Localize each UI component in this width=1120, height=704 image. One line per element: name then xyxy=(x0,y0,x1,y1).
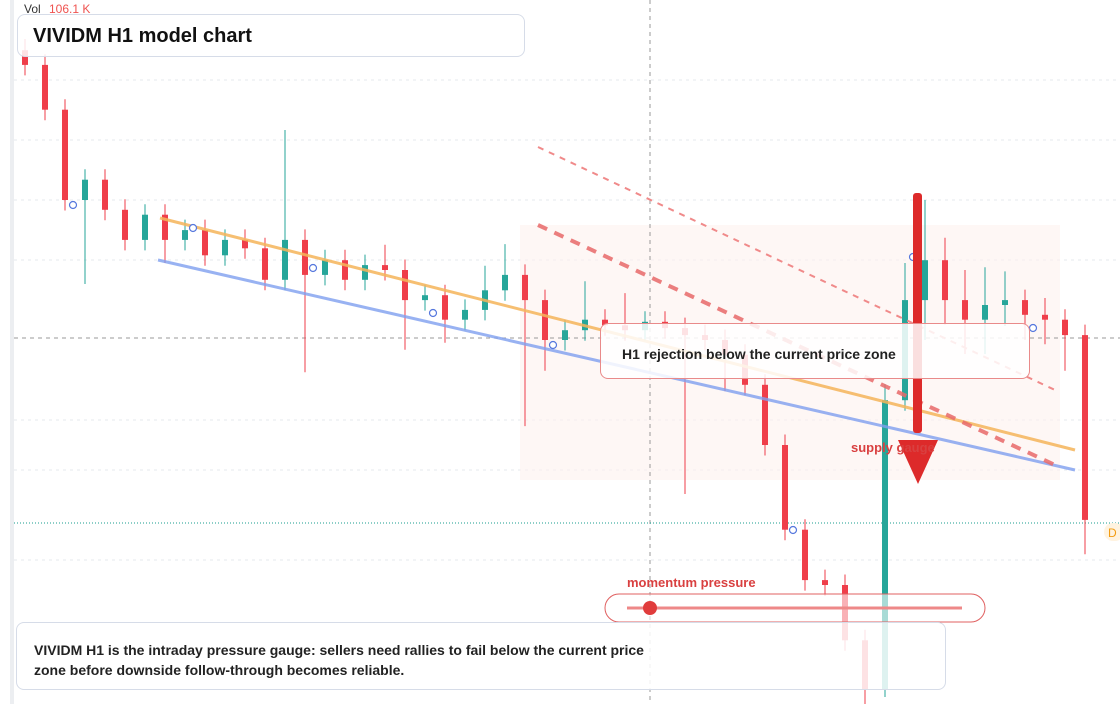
candle-body xyxy=(562,330,568,340)
arrow-head xyxy=(898,440,938,484)
candle-body xyxy=(302,239,308,275)
candle-body xyxy=(522,274,528,301)
note: VIVIDM H1 is the intraday pressure gauge… xyxy=(34,642,644,678)
candle-body xyxy=(442,295,448,320)
badge-label: D xyxy=(1108,526,1117,540)
candle-body xyxy=(1082,335,1088,520)
candle-body xyxy=(362,265,368,280)
note-box: VIVIDM H1 is the intraday pressure gauge… xyxy=(16,622,946,690)
candle-body xyxy=(402,270,408,301)
candle-body xyxy=(802,529,808,581)
candle-body xyxy=(202,230,208,256)
candle-body xyxy=(762,384,768,445)
arrow-shaft xyxy=(913,193,922,433)
zone-label: H1 rejection below the current price zon… xyxy=(622,346,896,362)
candle-body xyxy=(942,260,948,301)
candle-body xyxy=(322,260,328,275)
candle-body xyxy=(1042,314,1048,320)
volume-label: Vol xyxy=(24,2,41,16)
candle-body xyxy=(882,400,888,690)
candle-body xyxy=(182,230,188,240)
supply-label: supply gauge xyxy=(851,440,935,455)
title-box: VIVIDM H1 model chart xyxy=(17,14,525,57)
zone-box: H1 rejection below the current price zon… xyxy=(600,323,1030,379)
candle-body xyxy=(122,209,128,240)
candle-body xyxy=(962,300,968,320)
candle-body xyxy=(1062,319,1068,336)
candle-body xyxy=(382,265,388,270)
candle-body xyxy=(22,50,28,65)
candle-body xyxy=(1002,300,1008,305)
candle-body xyxy=(462,309,468,320)
candle-body xyxy=(502,274,508,291)
badge xyxy=(1104,523,1120,541)
candle-body xyxy=(262,248,268,280)
candle-body xyxy=(422,295,428,301)
candle-body xyxy=(222,239,228,256)
candle-body xyxy=(82,179,88,200)
candle-body xyxy=(542,300,548,340)
left-edge xyxy=(10,0,14,704)
channel-line xyxy=(537,223,1056,467)
candle-body xyxy=(342,260,348,280)
candle-body xyxy=(142,214,148,240)
candle-body xyxy=(822,580,828,585)
chart-title: VIVIDM H1 model chart xyxy=(33,25,252,47)
candle-body xyxy=(282,239,288,280)
gauge-knob xyxy=(643,601,657,615)
candle-body xyxy=(162,214,168,240)
candle-body xyxy=(1022,300,1028,315)
gauge-label: momentum pressure xyxy=(627,575,756,590)
candle-body xyxy=(782,445,788,530)
candle-body xyxy=(242,239,248,249)
volume-value: 106.1 K xyxy=(49,2,90,16)
candle-body xyxy=(102,179,108,210)
candle-body xyxy=(42,64,48,110)
candle-body xyxy=(62,109,68,200)
candle-body xyxy=(982,305,988,320)
candle-body xyxy=(602,319,608,326)
candle-body xyxy=(922,260,928,301)
